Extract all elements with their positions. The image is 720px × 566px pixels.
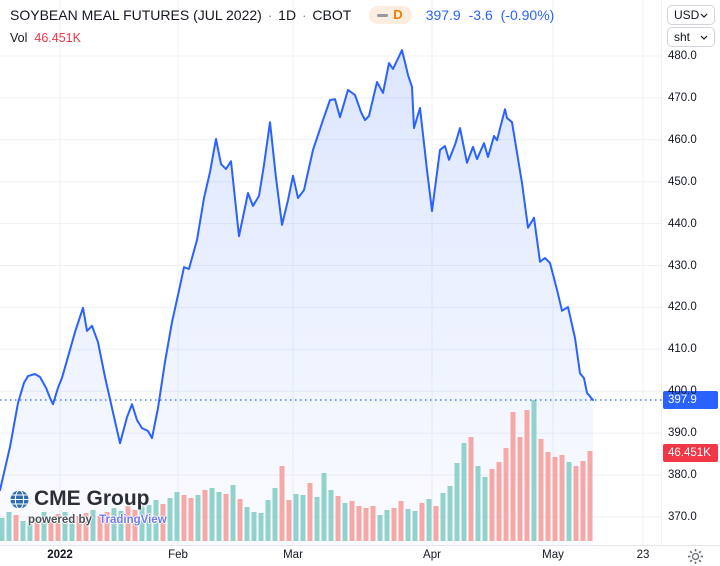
settings-gear-icon[interactable]: [687, 548, 704, 565]
vol-label: Vol: [10, 31, 28, 45]
currency-dropdown-usd[interactable]: USD: [667, 5, 715, 25]
time-tick-label: 2022: [47, 549, 73, 561]
tradingview-brand[interactable]: TradingView: [99, 514, 167, 526]
chevron-down-icon: [700, 35, 708, 40]
price-tick-label: 430.0: [668, 259, 697, 272]
volume-row: Vol 46.451K: [10, 31, 558, 45]
last-price-badge: 397.9: [663, 391, 718, 409]
time-tick-label: Apr: [423, 549, 441, 561]
price-tick-label: 450.0: [668, 175, 697, 188]
area-series: [0, 50, 593, 545]
price-tick-label: 460.0: [668, 133, 697, 146]
price-quote: 397.9 -3.6 (-0.90%): [426, 7, 559, 23]
separator-dot: ·: [302, 7, 307, 23]
attribution: powered by TradingView: [28, 514, 167, 526]
price-tick-label: 470.0: [668, 91, 697, 104]
price-tick-label: 410.0: [668, 343, 697, 356]
time-tick-label: 23: [636, 549, 650, 561]
last-price-value: 397.9: [425, 7, 461, 23]
currency-dropdown-label: USD: [674, 8, 700, 22]
interval-label[interactable]: 1D: [278, 7, 297, 23]
currency-selector: USD sht: [667, 5, 715, 47]
cme-group-logo: CME Group: [10, 487, 150, 511]
price-axis[interactable]: 397.9 46.451K 370.0 380.0 390.0 400.0 410.0 4…: [662, 0, 720, 545]
time-tick-label: Mar: [283, 549, 303, 561]
unit-dropdown-label: sht: [674, 30, 691, 44]
time-tick-label: Feb: [168, 549, 188, 561]
volume-bars: [0, 400, 593, 541]
cme-logo-text: CME Group: [34, 487, 150, 510]
price-tick-label: 440.0: [668, 217, 697, 230]
unit-dropdown-sht[interactable]: sht: [667, 27, 715, 47]
price-change-value: -3.6: [468, 7, 493, 23]
price-tick-label: 480.0: [668, 50, 697, 62]
time-axis[interactable]: 2022 Feb Mar Apr May 23: [0, 545, 720, 566]
dash-icon: [377, 13, 389, 17]
price-tick-label: 400.0: [668, 385, 697, 398]
price-tick-label: 380.0: [668, 469, 697, 481]
powered-by-label: powered by: [28, 514, 92, 526]
price-tick-label: 370.0: [668, 510, 697, 523]
chart-header: SOYBEAN MEAL FUTURES (JUL 2022) · 1D · C…: [10, 6, 558, 45]
chevron-down-icon: [700, 13, 708, 18]
price-line: [0, 49, 594, 492]
price-tick-label: 390.0: [668, 427, 697, 440]
interval-badge[interactable]: D: [369, 6, 412, 24]
daily-interval-letter: D: [393, 7, 403, 22]
symbol-title[interactable]: SOYBEAN MEAL FUTURES (JUL 2022): [10, 7, 262, 23]
volume-badge: 46.451K: [663, 444, 718, 462]
time-tick-label: May: [542, 549, 564, 561]
price-change-percent: (-0.90%): [500, 7, 555, 23]
globe-icon: [10, 489, 29, 509]
exchange-label[interactable]: CBOT: [312, 7, 352, 23]
separator-dot: ·: [267, 7, 273, 23]
price-tick-label: 420.0: [668, 301, 697, 314]
vol-value: 46.451K: [34, 31, 81, 45]
